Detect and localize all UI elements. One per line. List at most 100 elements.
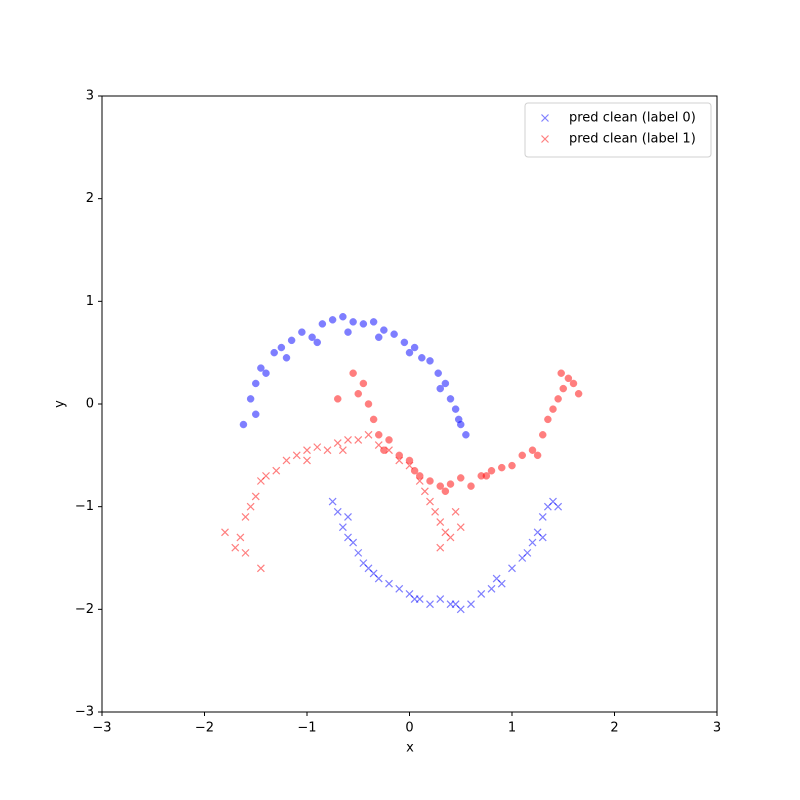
circle-marker xyxy=(446,480,455,488)
circle-marker xyxy=(441,487,450,496)
x-tick-label: 3 xyxy=(713,721,721,736)
circle-marker xyxy=(564,374,573,383)
circle-marker xyxy=(549,405,557,413)
circle-marker xyxy=(239,420,248,429)
x-marker xyxy=(354,548,363,557)
y-tick-label: −1 xyxy=(75,499,94,514)
y-axis-label: y xyxy=(53,400,68,408)
circle-marker xyxy=(390,330,398,338)
x-tick-label: 0 xyxy=(405,721,413,736)
x-marker xyxy=(333,439,342,447)
x-marker xyxy=(231,543,240,552)
circle-marker xyxy=(328,316,337,324)
x-marker xyxy=(436,518,445,526)
y-tick-label: 0 xyxy=(86,397,94,412)
circle-marker xyxy=(359,379,368,388)
circle-marker xyxy=(349,318,357,326)
x-marker xyxy=(272,466,281,475)
y-tick-label: −3 xyxy=(75,705,94,720)
circle-marker xyxy=(518,451,526,460)
circle-marker xyxy=(298,328,306,336)
x-marker xyxy=(349,538,358,547)
circle-marker xyxy=(498,463,506,472)
x-marker xyxy=(338,523,347,532)
plot-frame xyxy=(101,95,718,713)
circle-marker xyxy=(487,466,496,475)
circle-marker xyxy=(569,379,578,388)
circle-marker xyxy=(446,395,455,403)
circle-marker xyxy=(574,389,583,398)
circle-marker xyxy=(436,482,444,490)
circle-marker xyxy=(418,354,426,362)
circle-marker xyxy=(369,318,378,326)
x-tick-label: −3 xyxy=(92,721,111,736)
circle-marker xyxy=(369,415,378,424)
circle-marker xyxy=(482,472,491,480)
circle-marker xyxy=(462,431,470,439)
circle-marker xyxy=(375,431,383,439)
x-marker xyxy=(420,487,429,496)
circle-marker xyxy=(287,336,296,345)
circle-marker xyxy=(559,384,567,393)
circle-marker xyxy=(426,477,434,485)
legend: pred clean (label 0) pred clean (label 1) xyxy=(524,102,712,158)
x-marker xyxy=(369,569,378,578)
circle-marker xyxy=(262,369,270,377)
circle-marker xyxy=(318,320,327,328)
circle-marker xyxy=(441,379,450,388)
x-marker xyxy=(451,507,460,516)
x-marker xyxy=(221,528,229,537)
x-marker xyxy=(426,497,434,506)
x-marker xyxy=(538,513,547,521)
x-marker xyxy=(323,446,332,455)
circle-marker xyxy=(344,328,352,336)
x-marker xyxy=(303,456,311,465)
x-marker xyxy=(338,446,347,455)
circle-marker xyxy=(257,364,265,372)
circle-marker xyxy=(380,446,388,454)
circle-marker xyxy=(410,343,419,352)
legend-label: pred clean (label 1) xyxy=(569,132,696,147)
x-marker xyxy=(256,564,265,573)
x-marker xyxy=(328,497,337,506)
circle-marker xyxy=(539,431,547,439)
x-marker xyxy=(431,507,440,516)
circle-marker xyxy=(451,405,460,413)
x-tick-label: 1 xyxy=(508,721,516,736)
circle-marker xyxy=(349,369,357,377)
x-marker xyxy=(333,507,342,516)
circle-marker xyxy=(282,354,291,362)
x-marker xyxy=(477,590,486,598)
circle-marker xyxy=(359,320,368,328)
circle-marker xyxy=(454,415,463,424)
circle-marker xyxy=(380,326,388,334)
circle-marker xyxy=(467,482,475,490)
x-marker xyxy=(508,564,516,573)
x-marker xyxy=(410,595,419,603)
x-marker xyxy=(241,513,250,521)
x-marker xyxy=(538,533,547,542)
y-tick-label: 1 xyxy=(86,294,94,309)
x-marker xyxy=(528,538,537,547)
circle-marker xyxy=(400,338,409,347)
circle-marker xyxy=(426,357,434,365)
circle-marker xyxy=(270,348,278,357)
circle-marker xyxy=(405,456,414,465)
x-marker xyxy=(385,579,393,588)
circle-marker xyxy=(339,312,347,321)
x-marker xyxy=(303,446,311,455)
circle-marker xyxy=(557,369,565,377)
circle-marker xyxy=(528,446,537,454)
circle-marker xyxy=(554,395,562,403)
x-marker xyxy=(467,600,475,609)
circle-marker xyxy=(308,333,316,342)
x-tick-label: −2 xyxy=(195,721,214,736)
circle-marker xyxy=(410,466,419,475)
x-marker xyxy=(292,451,301,460)
x-marker xyxy=(246,502,255,511)
y-tick-label: −2 xyxy=(75,602,94,617)
x-marker xyxy=(364,430,373,439)
x-marker xyxy=(523,548,532,557)
